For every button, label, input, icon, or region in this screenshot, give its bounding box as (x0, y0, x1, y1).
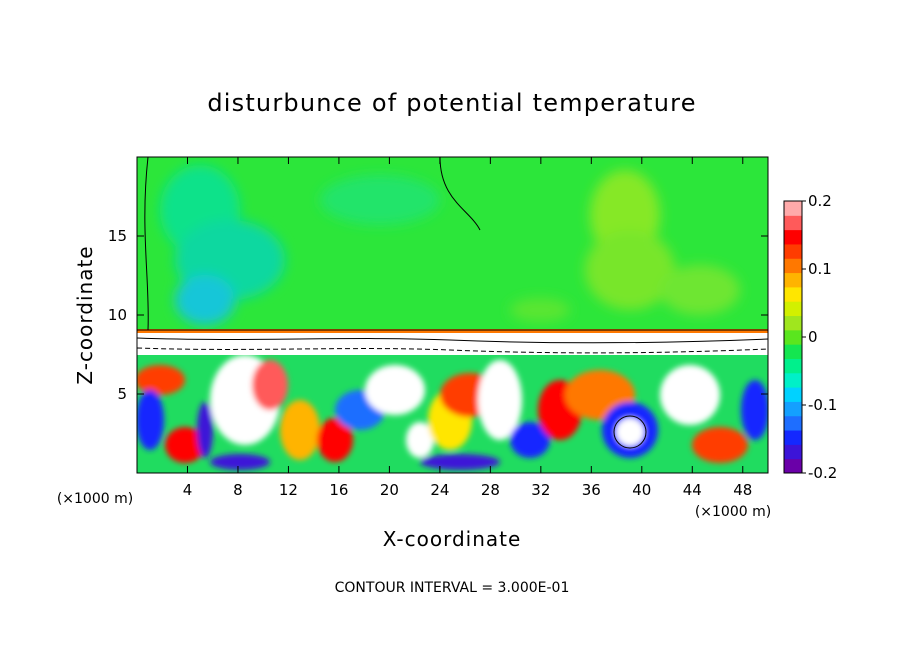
colorbar-tick-label: 0.2 (808, 192, 832, 210)
x-tick-label: 28 (481, 481, 500, 499)
colorbar-swatch (784, 430, 802, 445)
colorbar-swatch (784, 358, 802, 374)
colorbar-swatch (784, 215, 802, 231)
colorbar-swatch (784, 458, 802, 474)
x-axis-ticks: 4 8 12 16 20 24 28 32 36 40 44 48 (183, 157, 752, 499)
colorbar-tick-label: -0.2 (808, 464, 837, 482)
x-tick-label: 8 (233, 481, 243, 499)
contour-interval-note: CONTOUR INTERVAL = 3.000E-01 (335, 580, 570, 596)
colorbar-swatch (784, 315, 802, 331)
x-tick-label: 20 (380, 481, 399, 499)
colorbar-swatch (784, 301, 802, 317)
y-tick-label: 15 (108, 227, 127, 245)
colorbar-swatch (784, 415, 802, 431)
x-tick-label: 12 (279, 481, 298, 499)
x-tick-label: 32 (531, 481, 550, 499)
x-axis-label: X-coordinate (383, 527, 522, 551)
chart-title: disturbunce of potential temperature (207, 89, 696, 117)
x-unit-label: (×1000 m) (57, 491, 133, 507)
colorbar-swatch (784, 229, 802, 245)
colorbar-swatch (784, 401, 802, 417)
colorbar-swatch (784, 329, 802, 345)
y-tick-label: 10 (108, 306, 127, 324)
colorbar-swatch (784, 258, 802, 274)
colorbar-swatch (784, 272, 802, 288)
colorbar-swatch (784, 387, 802, 402)
colorbar-swatch (784, 286, 802, 302)
colorbar-swatch (784, 243, 802, 259)
colorbar-ticks: 0.2 0.1 0 -0.1 -0.2 (802, 192, 837, 482)
x-tick-label: 24 (430, 481, 449, 499)
colorbar-swatch (784, 372, 802, 388)
y-unit-label: (×1000 m) (695, 504, 771, 520)
x-tick-label: 16 (329, 481, 348, 499)
x-tick-label: 40 (632, 481, 651, 499)
y-axis-label: Z-coordinate (73, 245, 97, 384)
colorbar-tick-label: -0.1 (808, 396, 837, 414)
colorbar-swatch (784, 444, 802, 460)
colorbar-tick-label: 0.1 (808, 260, 832, 278)
x-tick-label: 4 (183, 481, 193, 499)
heatmap-field (137, 157, 768, 473)
x-tick-label: 36 (582, 481, 601, 499)
colorbar (783, 200, 803, 474)
y-axis-ticks: 5 10 15 (108, 227, 768, 403)
colorbar-tick-label: 0 (808, 328, 818, 346)
colorbar-swatch (784, 344, 802, 359)
x-tick-label: 48 (733, 481, 752, 499)
colorbar-swatch (784, 201, 802, 216)
y-tick-label: 5 (117, 385, 127, 403)
x-tick-label: 44 (683, 481, 702, 499)
